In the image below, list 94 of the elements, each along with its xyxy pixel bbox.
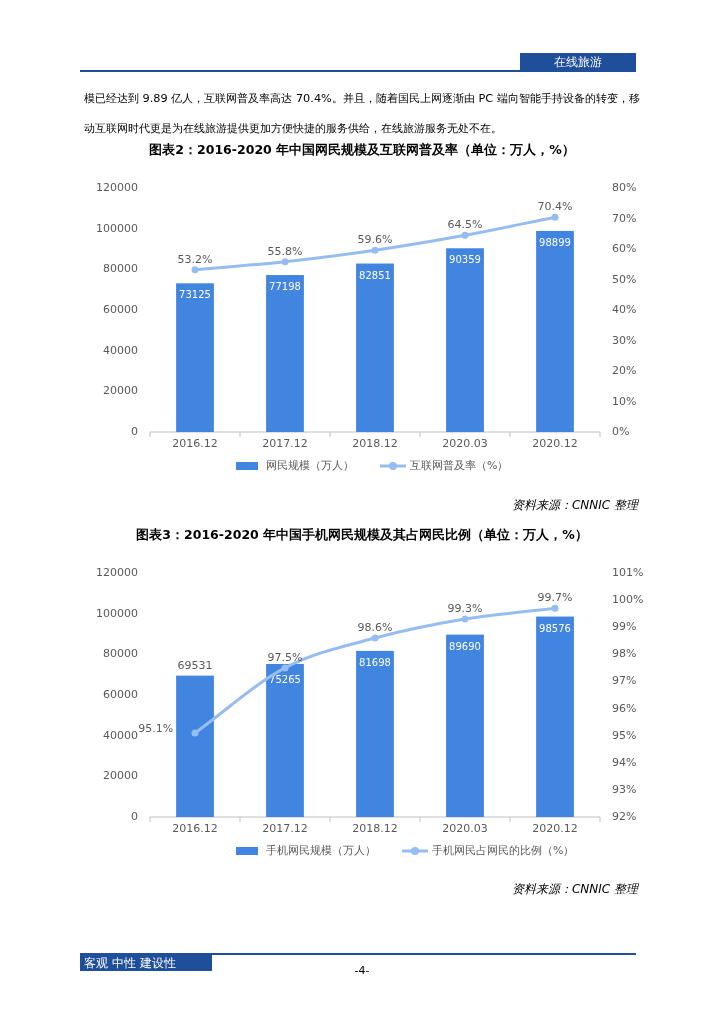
y2-tick-label: 96% [612, 701, 637, 715]
y-tick-label: 0 [131, 810, 138, 823]
text: 资料来源：CNNIC 整理 [510, 881, 638, 898]
bar [266, 663, 304, 817]
data-label: 97.5% [267, 650, 303, 664]
point [551, 213, 559, 221]
y2-tick-label: 30% [612, 333, 637, 347]
data-label: 69531 [177, 658, 213, 672]
bar [176, 675, 214, 817]
data-label: 98.6% [357, 621, 393, 635]
y-tick-label: 100000 [96, 606, 138, 620]
y-tick-label: 0 [131, 425, 138, 438]
data-label: 82851 [359, 269, 391, 281]
y2-tick-label: 40% [612, 303, 637, 316]
point [461, 231, 469, 239]
bar [536, 616, 574, 817]
y2-tick-label: 98% [612, 647, 637, 661]
text: 客观 中性 建设性 [84, 955, 177, 972]
bar [176, 283, 214, 432]
y2-tick-label: 99% [612, 620, 637, 634]
data-label: 90359 [449, 254, 481, 266]
bar [536, 230, 574, 432]
y-tick-label: 120000 [96, 181, 138, 194]
x-tick-label: 2020.03 [442, 437, 488, 450]
chart-title: 图表3：2016-2020 年中国手机网民规模及其占网民比例（单位：万人，%） [136, 526, 588, 542]
x-tick-label: 2020.12 [532, 437, 578, 450]
point [191, 266, 199, 274]
data-label: 95.1% [138, 721, 174, 735]
x-tick-label: 2020.03 [442, 822, 488, 835]
legend-label: 手机网民占网民的比例（%） [432, 844, 575, 857]
data-label: 81698 [359, 656, 391, 668]
point [281, 664, 289, 672]
data-label: 59.6% [357, 233, 393, 247]
x-tick-label: 2017.12 [262, 437, 308, 450]
y2-tick-label: 70% [612, 211, 637, 225]
data-label: 53.2% [177, 252, 213, 266]
y2-tick-label: 101% [612, 566, 644, 579]
data-label: 98899 [539, 236, 571, 248]
data-label: 73125 [179, 289, 211, 301]
y2-tick-label: 100% [612, 593, 644, 607]
y-tick-label: 20000 [103, 769, 138, 783]
y2-tick-label: 93% [612, 782, 637, 796]
y-tick-label: 40000 [103, 343, 138, 357]
legend-label: 互联网普及率（%） [410, 459, 509, 472]
data-label: 64.5% [447, 218, 483, 232]
data-label: 89690 [449, 640, 481, 652]
y2-tick-label: 0% [612, 425, 630, 438]
y2-tick-label: 50% [612, 272, 637, 286]
point [551, 604, 559, 612]
text: 模已经达到 9.89 亿人，互联网普及率高达 70.4%。并且，随着国民上网逐渐由 PC 端向智能手持设备的转变，移动互联网时代更是为在线旅游提供更加方便快捷的服务供给，在线旅游服务无处不在。 [84, 92, 640, 135]
data-label: 99.7% [537, 591, 573, 605]
y-tick-label: 60000 [103, 303, 138, 316]
bar [266, 275, 304, 432]
y2-tick-label: 10% [612, 394, 637, 408]
x-tick-label: 2016.12 [172, 822, 218, 835]
y-tick-label: 20000 [103, 384, 138, 398]
y-tick-label: 80000 [103, 647, 138, 661]
y-tick-label: 100000 [96, 221, 138, 235]
y-tick-label: 120000 [96, 566, 138, 579]
data-label: 98576 [539, 622, 571, 634]
y-tick-label: 60000 [103, 688, 138, 701]
y2-tick-label: 80% [612, 181, 637, 194]
y-tick-label: 80000 [103, 262, 138, 276]
legend-label: 网民规模（万人） [266, 459, 354, 472]
x-tick-label: 2020.12 [532, 822, 578, 835]
point [281, 258, 289, 266]
text: -4- [353, 964, 371, 977]
bar [356, 650, 394, 817]
x-tick-label: 2016.12 [172, 437, 218, 450]
data-label: 99.3% [447, 602, 483, 616]
y-tick-label: 40000 [103, 728, 138, 742]
data-label: 77198 [269, 281, 301, 293]
bar [446, 248, 484, 432]
y2-tick-label: 94% [612, 755, 637, 769]
point [191, 729, 199, 737]
data-label: 55.8% [267, 244, 303, 258]
legend-label: 手机网民规模（万人） [266, 844, 376, 857]
bar [446, 634, 484, 817]
point [371, 634, 379, 642]
data-label: 70.4% [537, 200, 573, 214]
y2-tick-label: 20% [612, 364, 637, 377]
point [461, 615, 469, 623]
text: 资料来源：CNNIC 整理 [510, 497, 638, 514]
y2-tick-label: 92% [612, 810, 637, 823]
y2-tick-label: 95% [612, 728, 637, 742]
point [371, 246, 379, 254]
chart-title: 图表2：2016-2020 年中国网民规模及互联网普及率（单位：万人，%） [149, 141, 575, 157]
text: 在线旅游 [520, 53, 636, 72]
bar [356, 263, 394, 432]
x-tick-label: 2017.12 [262, 822, 308, 835]
x-tick-label: 2018.12 [352, 822, 398, 835]
x-tick-label: 2018.12 [352, 437, 398, 450]
y2-tick-label: 97% [612, 674, 637, 688]
y2-tick-label: 60% [612, 242, 637, 255]
